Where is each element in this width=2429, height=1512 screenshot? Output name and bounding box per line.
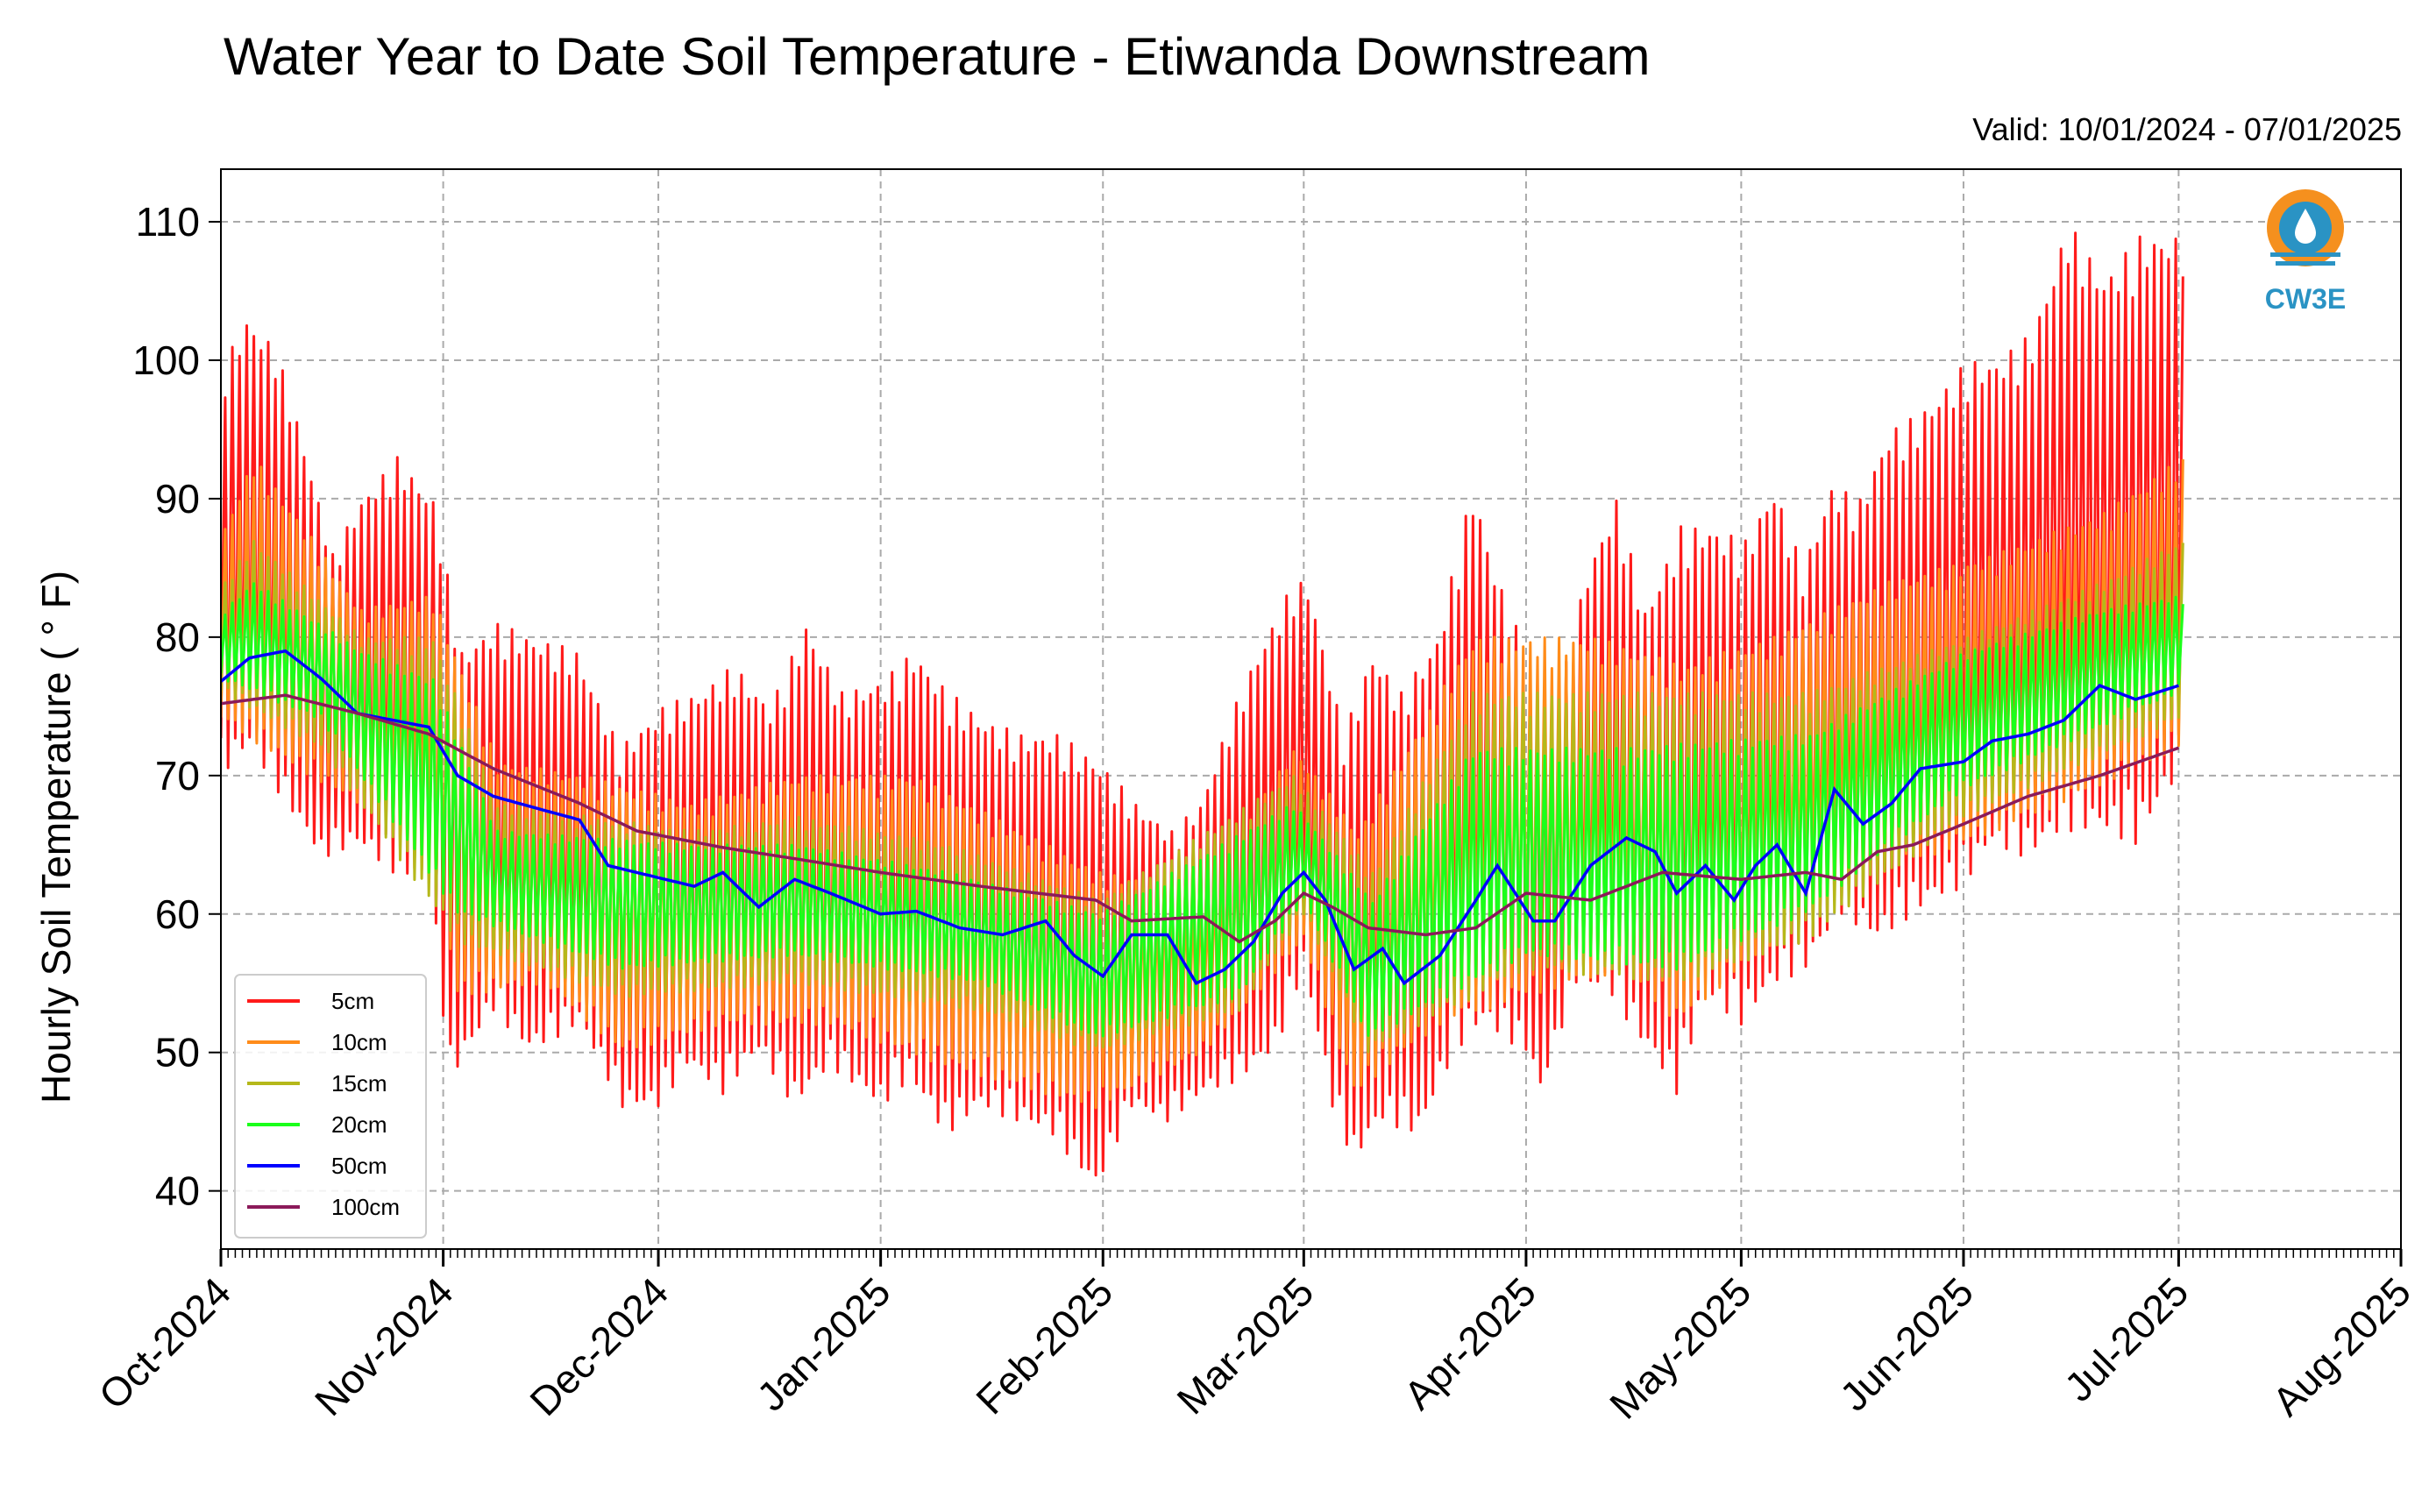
x-tick-label: Apr-2025: [1395, 1268, 1545, 1418]
y-tick-label: 110: [136, 199, 200, 245]
valid-range: Valid: 10/01/2024 - 07/01/2025: [1972, 111, 2402, 147]
legend-label-5cm: 5cm: [331, 988, 374, 1014]
water-drop-icon: [2295, 209, 2316, 244]
legend-label-50cm: 50cm: [331, 1153, 387, 1179]
x-tick-label: Aug-2025: [2263, 1268, 2419, 1424]
x-tick-label: Jan-2025: [748, 1268, 898, 1419]
series-line-20cm: [221, 582, 2184, 1038]
legend-label-20cm: 20cm: [331, 1111, 387, 1138]
x-tick-label: Nov-2024: [306, 1268, 462, 1424]
x-tick-label: Dec-2024: [521, 1268, 677, 1424]
x-minor-ticks: [220, 1249, 2402, 1258]
y-tick-label: 70: [155, 753, 200, 799]
cw3e-logo: CW3E: [2265, 189, 2346, 315]
y-tick-label: 100: [132, 337, 200, 383]
legend: 5cm 10cm 15cm 20cm 50cm 100cm: [234, 974, 427, 1239]
x-tick-label: May-2025: [1601, 1268, 1759, 1427]
x-tick-label: Mar-2025: [1168, 1268, 1322, 1423]
logo-text: CW3E: [2265, 283, 2346, 315]
plot-area: [221, 231, 2184, 1177]
y-tick-label: 50: [155, 1030, 200, 1075]
y-axis-label: Hourly Soil Temperature ( ° F): [33, 571, 79, 1104]
x-tick-label: Jul-2025: [2056, 1268, 2198, 1410]
x-tick-label: Feb-2025: [967, 1268, 1121, 1423]
chart-title: Water Year to Date Soil Temperature - Et…: [224, 27, 1650, 86]
y-tick-label: 90: [155, 476, 200, 522]
y-tick-label: 40: [155, 1168, 200, 1214]
legend-label-100cm: 100cm: [331, 1194, 400, 1220]
y-tick-label: 60: [155, 891, 200, 937]
y-tick-label: 80: [155, 614, 200, 660]
legend-label-15cm: 15cm: [331, 1070, 387, 1097]
series-line-50cm: [221, 649, 2179, 986]
x-tick-label: Oct-2024: [90, 1268, 240, 1418]
legend-label-10cm: 10cm: [331, 1029, 387, 1055]
x-tick-label: Jun-2025: [1831, 1268, 1982, 1419]
y-axis: 40 50 60 70 80 90 100 110: [132, 199, 221, 1214]
series-line-100cm: [221, 693, 2180, 944]
x-axis: Oct-2024 Nov-2024 Dec-2024 Jan-2025 Feb-2025…: [90, 1249, 2419, 1428]
